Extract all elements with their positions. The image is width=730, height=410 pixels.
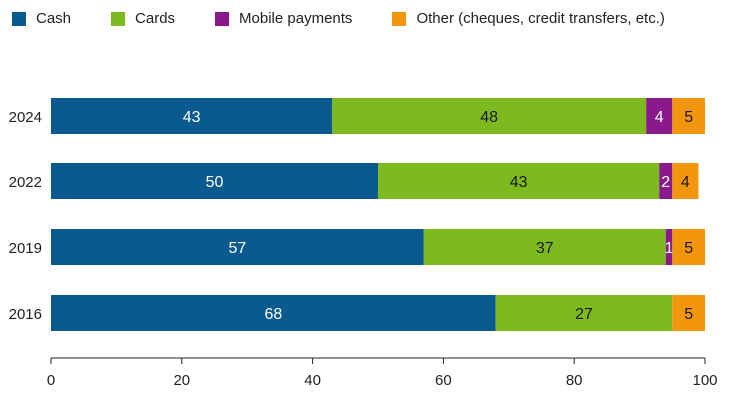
bar-mobile-payments-2022 xyxy=(659,163,673,199)
x-tick-label-0: 0 xyxy=(47,372,55,389)
bar-cash-2024 xyxy=(51,98,333,134)
x-tick-label-20: 20 xyxy=(173,372,190,389)
legend-swatch-other xyxy=(392,11,407,26)
data-label-cards-2019: 37 xyxy=(536,240,554,257)
bar-cards-2016 xyxy=(495,295,673,331)
bar-cards-2019 xyxy=(423,229,666,265)
y-tick-label-2016: 2016 xyxy=(9,306,42,323)
data-label-other-2019: 5 xyxy=(684,240,693,257)
y-tick-label-2019: 2019 xyxy=(9,240,42,257)
legend-swatch-mobile-payments xyxy=(215,11,230,26)
bar-mobile-payments-2019 xyxy=(665,229,673,265)
bar-other-2019 xyxy=(672,229,705,265)
data-label-other-2016: 5 xyxy=(684,306,693,323)
data-label-cards-2022: 43 xyxy=(510,174,528,191)
legend-swatch-cards xyxy=(111,11,126,26)
x-tick-label-100: 100 xyxy=(692,372,717,389)
legend-label-other: Other (cheques, credit transfers, etc.) xyxy=(416,10,665,27)
data-label-mobile-payments-2024: 4 xyxy=(655,109,664,126)
legend-label-cards: Cards xyxy=(135,10,176,27)
bar-mobile-payments-2024 xyxy=(646,98,673,134)
chart-legend: Cash Cards Mobile payments Other (cheque… xyxy=(12,10,665,27)
data-label-cash-2019: 57 xyxy=(228,240,246,257)
data-label-cash-2022: 50 xyxy=(206,174,224,191)
bar-other-2016 xyxy=(672,295,705,331)
data-label-mobile-payments-2019: 1 xyxy=(665,240,674,257)
legend-swatch-cash xyxy=(12,11,26,26)
data-label-cards-2016: 27 xyxy=(575,306,593,323)
x-tick-label-60: 60 xyxy=(435,372,452,389)
legend-item-cash: Cash xyxy=(12,10,71,27)
legend-item-mobile-payments: Mobile payments xyxy=(215,10,352,27)
data-label-cash-2016: 68 xyxy=(264,306,282,323)
legend-label-cash: Cash xyxy=(36,10,72,27)
y-tick-label-2024: 2024 xyxy=(9,109,42,126)
bar-cards-2022 xyxy=(378,163,660,199)
bar-other-2024 xyxy=(672,98,705,134)
bar-other-2022 xyxy=(672,163,699,199)
x-tick-label-40: 40 xyxy=(304,372,321,389)
bar-cards-2024 xyxy=(332,98,647,134)
legend-label-mobile-payments: Mobile payments xyxy=(239,10,353,27)
bar-cash-2022 xyxy=(51,163,378,199)
legend-item-other: Other (cheques, credit transfers, etc.) xyxy=(392,10,665,27)
bar-cash-2019 xyxy=(51,229,424,265)
y-tick-label-2022: 2022 xyxy=(9,174,42,191)
x-tick-label-80: 80 xyxy=(566,372,583,389)
data-label-cards-2024: 48 xyxy=(480,109,498,126)
data-label-other-2024: 5 xyxy=(684,109,693,126)
data-label-cash-2024: 43 xyxy=(183,109,201,126)
data-label-mobile-payments-2022: 2 xyxy=(661,174,670,191)
bar-cash-2016 xyxy=(51,295,496,331)
legend-item-cards: Cards xyxy=(111,10,175,27)
data-label-other-2022: 4 xyxy=(681,174,690,191)
